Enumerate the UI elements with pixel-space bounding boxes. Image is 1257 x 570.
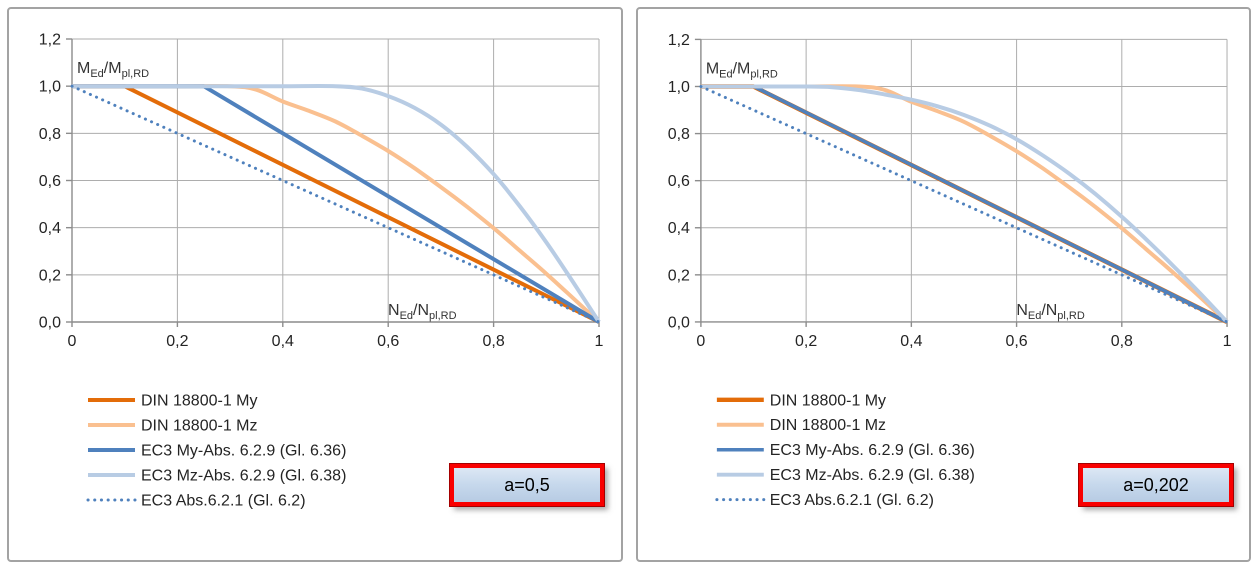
- y-tick-label: 1,0: [668, 79, 690, 96]
- legend-label: DIN 18800-1 Mz: [770, 417, 886, 434]
- legend-item: DIN 18800-1 Mz: [716, 417, 886, 434]
- x-tick-label: 0,6: [1005, 333, 1027, 350]
- series-line-1: [700, 84, 1229, 324]
- y-tick-label: 0,4: [39, 220, 61, 237]
- y-tick-label: 0,6: [668, 173, 690, 190]
- y-axis-title: MEd/Mpl,RD: [77, 60, 149, 80]
- legend-item: DIN 18800-1 Mz: [88, 418, 258, 435]
- x-tick-label: 0: [696, 333, 705, 350]
- x-tick-label: 0,4: [272, 333, 294, 350]
- y-tick-label: 1,0: [39, 79, 61, 96]
- y-tick-label: 0,8: [668, 126, 690, 143]
- y-tick-label: 0,2: [39, 267, 61, 284]
- legend-label: DIN 18800-1 My: [141, 393, 258, 410]
- legend-left: DIN 18800-1 My DIN 18800-1 Mz EC3 My-Abs. …: [86, 393, 346, 510]
- legend-item: DIN 18800-1 My: [716, 392, 886, 409]
- gridlines-left: [72, 38, 600, 322]
- legend-label: EC3 My-Abs. 6.2.9 (Gl. 6.36): [770, 442, 975, 459]
- x-axis-title: NEd/Npl,RD: [1016, 302, 1084, 322]
- legend-item: EC3 Abs.6.2.1 (Gl. 6.2): [86, 493, 306, 510]
- x-tick-label: 1: [595, 333, 604, 350]
- legend-label: DIN 18800-1 Mz: [141, 418, 258, 435]
- annotation-box-a-0-202: a=0,202: [1079, 464, 1233, 506]
- x-tick-label: 0,4: [900, 333, 922, 350]
- legend-label: EC3 Abs.6.2.1 (Gl. 6.2): [141, 493, 306, 510]
- y-tick-label: 0,8: [39, 126, 61, 143]
- legend-label: EC3 Mz-Abs. 6.2.9 (Gl. 6.38): [770, 467, 975, 484]
- y-tick-label: 0,2: [668, 267, 690, 284]
- chart-canvas-left: 0 0,2 0,4 0,6 0,8 1 0,0 0,2 0,4 0,6 0,8 1,0 1,2 DIN …: [39, 32, 604, 510]
- legend-label: EC3 My-Abs. 6.2.9 (Gl. 6.36): [141, 443, 346, 460]
- x-tick-label: 0,8: [482, 333, 504, 350]
- legend-item: DIN 18800-1 My: [88, 393, 258, 410]
- y-tick-label: 1,2: [39, 32, 61, 49]
- legend-label: EC3 Mz-Abs. 6.2.9 (Gl. 6.38): [141, 468, 346, 485]
- x-tick-label: 0,8: [1111, 333, 1133, 350]
- series-line-3: [700, 84, 1229, 324]
- series-line-4: [70, 84, 601, 324]
- annotation-box-a-0-5: a=0,5: [450, 464, 604, 506]
- series-line-4: [699, 85, 1229, 324]
- legend-label: EC3 Abs.6.2.1 (Gl. 6.2): [770, 492, 934, 509]
- chart-canvas-right: 0 0,2 0,4 0,6 0,8 1 0,0 0,2 0,4 0,6 0,8 1,0 1,2 DIN …: [668, 32, 1232, 509]
- gridlines-right: [700, 38, 1228, 322]
- series-lines-right: [699, 84, 1229, 324]
- tick-labels-right: 0 0,2 0,4 0,6 0,8 1 0,0 0,2 0,4 0,6 0,8 1,0 1,2: [668, 32, 1232, 350]
- x-tick-label: 0: [68, 333, 77, 350]
- x-tick-label: 1: [1223, 333, 1232, 350]
- y-tick-label: 0,0: [39, 315, 61, 332]
- legend-item: EC3 Mz-Abs. 6.2.9 (Gl. 6.38): [716, 467, 975, 484]
- legend-item: EC3 Abs.6.2.1 (Gl. 6.2): [715, 492, 934, 509]
- legend-right: DIN 18800-1 My DIN 18800-1 Mz EC3 My-Abs. …: [715, 392, 975, 509]
- legend-item: EC3 My-Abs. 6.2.9 (Gl. 6.36): [88, 443, 346, 460]
- series-line-3: [72, 84, 601, 324]
- interaction-chart-a-0-5: 0 0,2 0,4 0,6 0,8 1 0,0 0,2 0,4 0,6 0,8 1,0 1,2 DIN …: [7, 7, 623, 562]
- x-tick-label: 0,2: [795, 333, 817, 350]
- y-tick-label: 0,0: [668, 314, 690, 331]
- x-tick-label: 0,6: [377, 333, 399, 350]
- x-axis-title: NEd/Npl,RD: [388, 302, 457, 322]
- legend-item: EC3 My-Abs. 6.2.9 (Gl. 6.36): [716, 442, 975, 459]
- x-tick-label: 0,2: [166, 333, 188, 350]
- interaction-chart-a-0-202: 0 0,2 0,4 0,6 0,8 1 0,0 0,2 0,4 0,6 0,8 1,0 1,2 DIN …: [636, 7, 1251, 562]
- legend-label: DIN 18800-1 My: [770, 392, 886, 409]
- y-tick-label: 1,2: [668, 32, 690, 49]
- y-tick-label: 0,4: [668, 220, 690, 237]
- y-axis-title: MEd/Mpl,RD: [706, 60, 778, 80]
- legend-item: EC3 Mz-Abs. 6.2.9 (Gl. 6.38): [88, 468, 346, 485]
- tick-labels-left: 0 0,2 0,4 0,6 0,8 1 0,0 0,2 0,4 0,6 0,8 1,0 1,2: [39, 32, 604, 351]
- series-lines-left: [70, 83, 601, 324]
- y-tick-label: 0,6: [39, 173, 61, 190]
